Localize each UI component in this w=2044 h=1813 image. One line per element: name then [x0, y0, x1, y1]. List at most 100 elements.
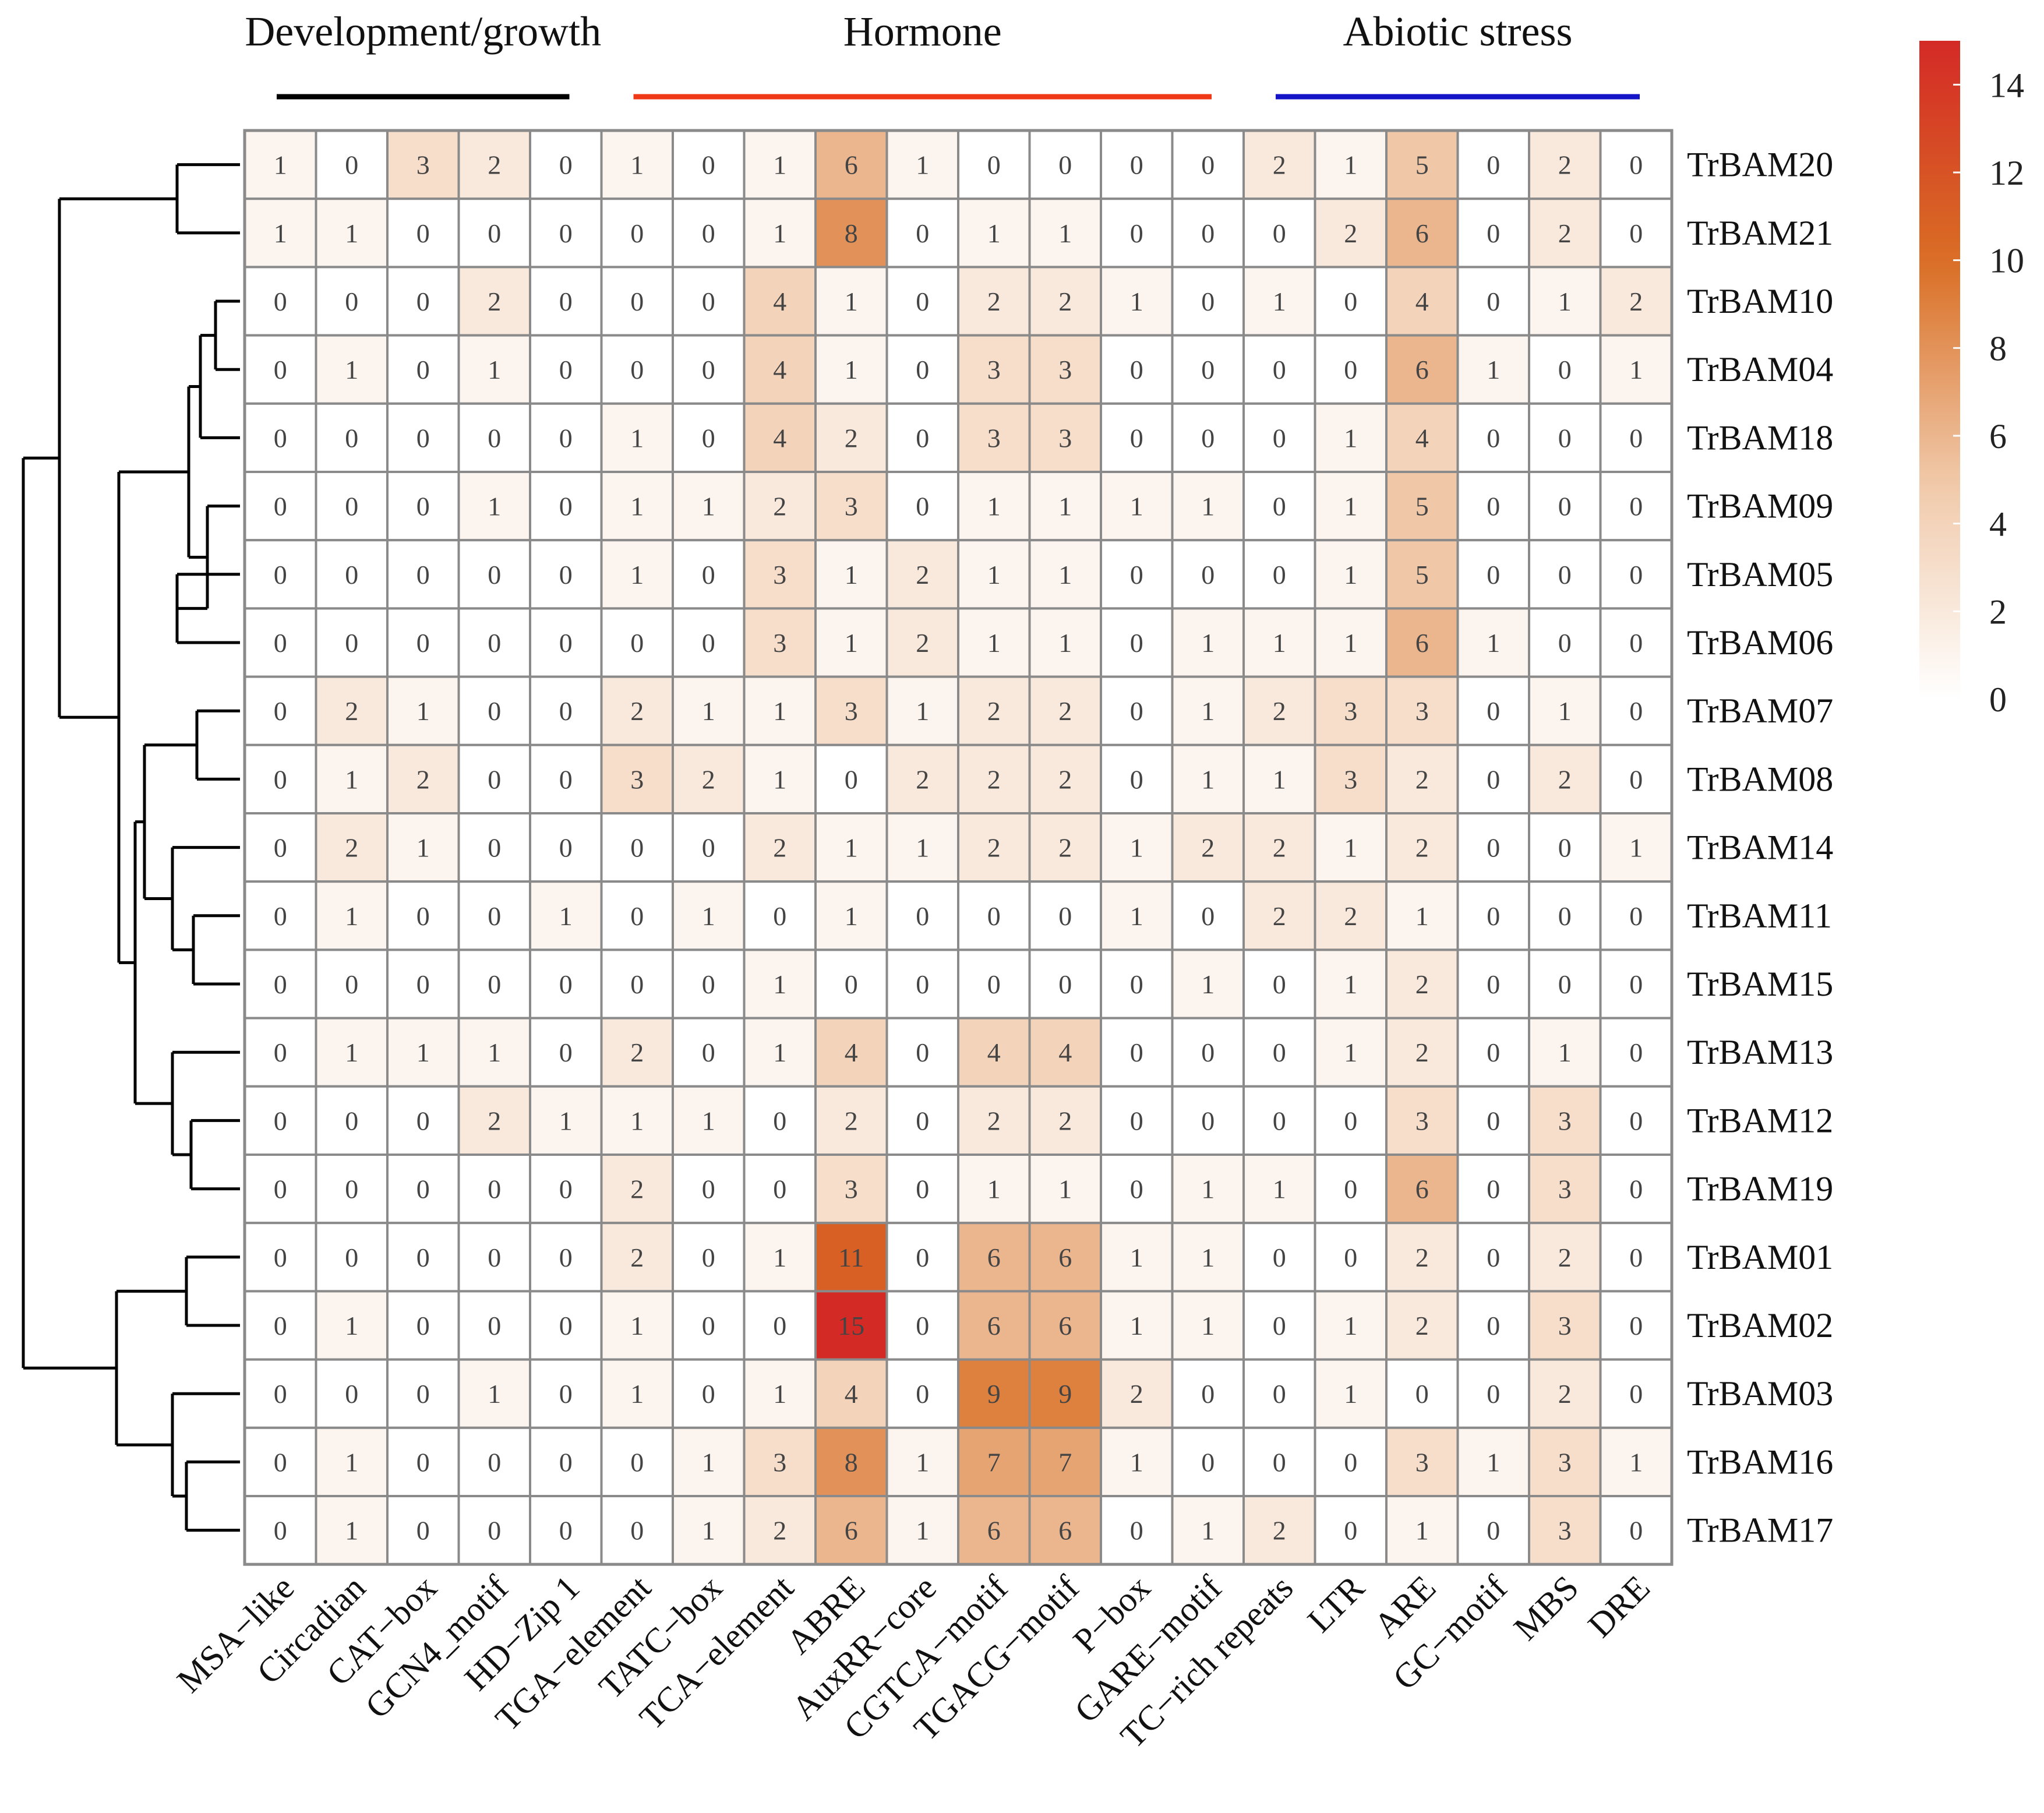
cell-value: 0: [559, 1038, 573, 1067]
group-title: Hormone: [843, 8, 1002, 55]
cell-value: 2: [987, 696, 1001, 726]
cell-value: 1: [416, 1038, 430, 1067]
cell-value: 1: [773, 218, 786, 248]
heatmap-cell: [1385, 1495, 1459, 1566]
heatmap-cell: [1599, 743, 1673, 815]
cell-value: 1: [845, 287, 858, 316]
cell-value: 2: [773, 1516, 786, 1546]
cell-value: 2: [916, 764, 929, 794]
heatmap-cell: [1314, 1426, 1388, 1498]
cell-value: 1: [630, 1379, 644, 1409]
heatmap-cell: [1242, 129, 1316, 200]
heatmap-cell: [1528, 197, 1602, 269]
cell-value: 1: [274, 150, 287, 180]
cell-value: 0: [488, 560, 501, 590]
heatmap-cell: [743, 334, 817, 405]
cell-value: 1: [702, 696, 715, 726]
cell-value: 1: [702, 901, 715, 931]
cell-value: 0: [1629, 218, 1643, 248]
heatmap-cell: [529, 880, 603, 951]
cell-value: 1: [345, 1516, 358, 1546]
cell-value: 0: [559, 833, 573, 863]
cell-value: 0: [1487, 218, 1500, 248]
cell-value: 0: [559, 1311, 573, 1341]
cell-value: 1: [702, 1447, 715, 1477]
cell-value: 0: [488, 1243, 501, 1272]
cell-value: 1: [1629, 355, 1643, 385]
cell-value: 1: [630, 1311, 644, 1341]
heatmap-cell: [885, 1290, 959, 1361]
cell-value: 3: [1415, 696, 1429, 726]
cell-value: 0: [416, 1106, 430, 1135]
cell-value: 0: [274, 833, 287, 863]
cell-value: 0: [702, 1243, 715, 1272]
heatmap-cell: [243, 607, 317, 678]
cell-value: 0: [1629, 1106, 1643, 1135]
cell-value: 0: [274, 1379, 287, 1409]
heatmap-cell: [885, 129, 959, 200]
cell-value: 6: [1415, 1174, 1429, 1204]
heatmap-cell: [1314, 1290, 1388, 1361]
heatmap-cell: [814, 1290, 888, 1361]
heatmap-cell: [1314, 1222, 1388, 1293]
heatmap-cell: [1171, 607, 1245, 678]
heatmap-cell: [1599, 812, 1673, 883]
heatmap-cell: [672, 1426, 746, 1498]
row-label: TrBAM20: [1687, 146, 1833, 184]
cell-value: 0: [1344, 1243, 1357, 1272]
heatmap-cell: [743, 675, 817, 746]
heatmap-cell: [1028, 1154, 1102, 1225]
cell-value: 0: [274, 1038, 287, 1067]
heatmap-cell: [315, 1017, 389, 1088]
cell-value: 1: [1201, 764, 1215, 794]
cell-value: 0: [1201, 1447, 1215, 1477]
cell-value: 0: [1130, 150, 1143, 180]
row-label: TrBAM15: [1687, 965, 1833, 1003]
heatmap-cell: [1528, 675, 1602, 746]
cell-value: 1: [773, 696, 786, 726]
heatmap-cell: [1456, 1426, 1530, 1498]
cell-value: 1: [1201, 1174, 1215, 1204]
cell-value: 0: [1629, 628, 1643, 658]
heatmap-cell: [1528, 266, 1602, 337]
heatmap-cell: [672, 1222, 746, 1293]
cell-value: 2: [1273, 901, 1286, 931]
heatmap-cell: [1456, 675, 1530, 746]
cell-value: 0: [630, 1447, 644, 1477]
heatmap-cell: [743, 129, 817, 200]
legend-tick-label: 6: [1989, 417, 2007, 456]
heatmap-cell: [1385, 880, 1459, 951]
heatmap-cell: [529, 266, 603, 337]
cell-value: 1: [1558, 1038, 1572, 1067]
cell-value: 1: [773, 969, 786, 999]
cell-value: 1: [1058, 1174, 1072, 1204]
heatmap-cell: [1028, 607, 1102, 678]
cell-value: 2: [702, 764, 715, 794]
cell-value: 3: [845, 1174, 858, 1204]
heatmap-cell: [386, 1222, 460, 1293]
cell-value: 0: [916, 969, 929, 999]
group-headers: Development/growth Hormone Abiotic stress: [245, 8, 1640, 100]
cell-value: 0: [1058, 901, 1072, 931]
cell-value: 2: [1273, 1516, 1286, 1546]
cell-value: 0: [916, 1038, 929, 1067]
cell-value: 0: [416, 1311, 430, 1341]
heatmap-cell: [885, 675, 959, 746]
cell-value: 0: [1629, 1516, 1643, 1546]
cell-value: 0: [488, 1447, 501, 1477]
cell-value: 0: [488, 628, 501, 658]
row-label: TrBAM05: [1687, 555, 1833, 594]
cell-value: 1: [559, 901, 573, 931]
cell-value: 2: [773, 492, 786, 521]
cell-value: 2: [1415, 833, 1429, 863]
cell-value: 2: [1415, 1038, 1429, 1067]
cell-value: 3: [1344, 764, 1357, 794]
heatmap-cell: [1171, 1290, 1245, 1361]
cell-value: 3: [773, 1447, 786, 1477]
heatmap-cell: [1456, 1017, 1530, 1088]
cell-value: 0: [1273, 1038, 1286, 1067]
cell-value: 0: [345, 150, 358, 180]
cell-value: 2: [1344, 218, 1357, 248]
cell-value: 2: [845, 423, 858, 453]
heatmap-cell: [1100, 607, 1174, 678]
